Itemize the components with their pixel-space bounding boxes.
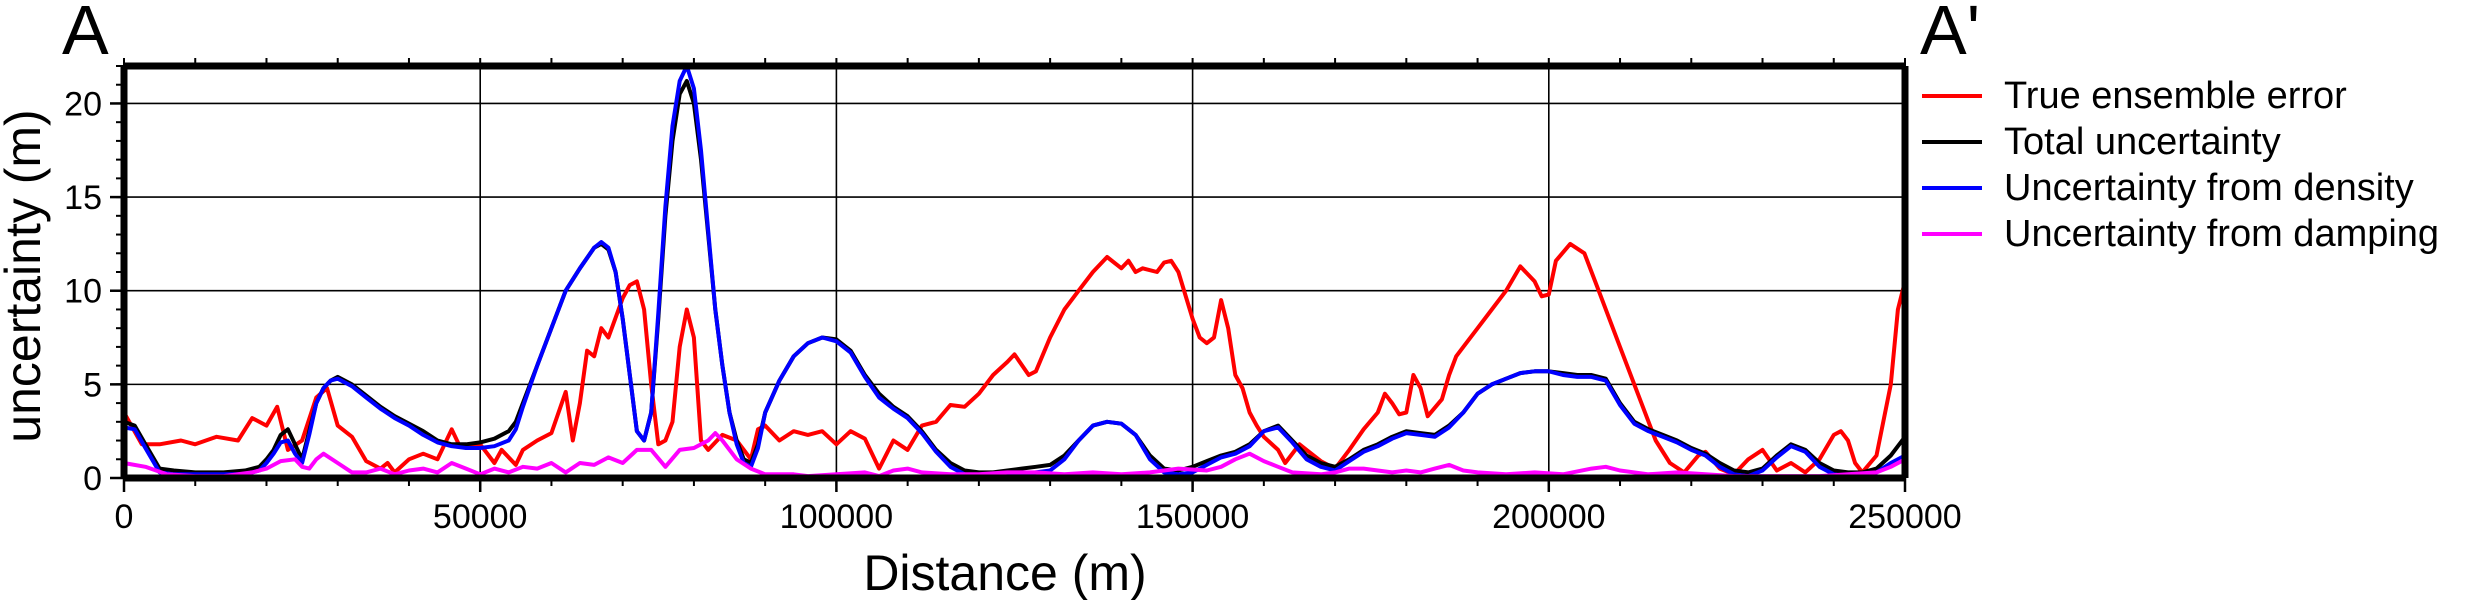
y-tick-label: 15: [64, 179, 102, 217]
y-axis-title: uncertainty (m): [0, 109, 51, 442]
x-tick-label: 50000: [433, 498, 528, 536]
x-tick-label: 200000: [1492, 498, 1605, 536]
y-tick-label: 5: [83, 366, 102, 404]
x-tick-label: 150000: [1136, 498, 1249, 536]
x-axis-title: Distance (m): [863, 545, 1146, 600]
y-tick-label: 0: [83, 460, 102, 498]
legend-label-2: Total uncertainty: [2004, 121, 2281, 163]
plot-area: [122, 64, 1907, 479]
series-line-3: [122, 64, 1907, 479]
series-line-1: [122, 241, 1907, 477]
y-tick-label: 10: [64, 273, 102, 311]
legend-label-1: True ensemble error: [2004, 75, 2347, 117]
x-tick-label: 250000: [1848, 498, 1961, 536]
legend-label-4: Uncertainty from damping: [2004, 213, 2439, 255]
x-tick-label: 0: [115, 498, 134, 536]
y-tick-label: 20: [64, 85, 102, 123]
corner-label-left: A: [62, 0, 109, 69]
x-tick-label: 100000: [780, 498, 893, 536]
grid-lines: [124, 66, 1905, 478]
series-line-4: [122, 431, 1907, 479]
legend-label-3: Uncertainty from density: [2004, 167, 2414, 209]
axis-ticks: 0 50000 100000 150000 200000 250000 0 5 10 15 20: [64, 58, 1962, 536]
corner-label-right: A': [1920, 0, 1980, 69]
